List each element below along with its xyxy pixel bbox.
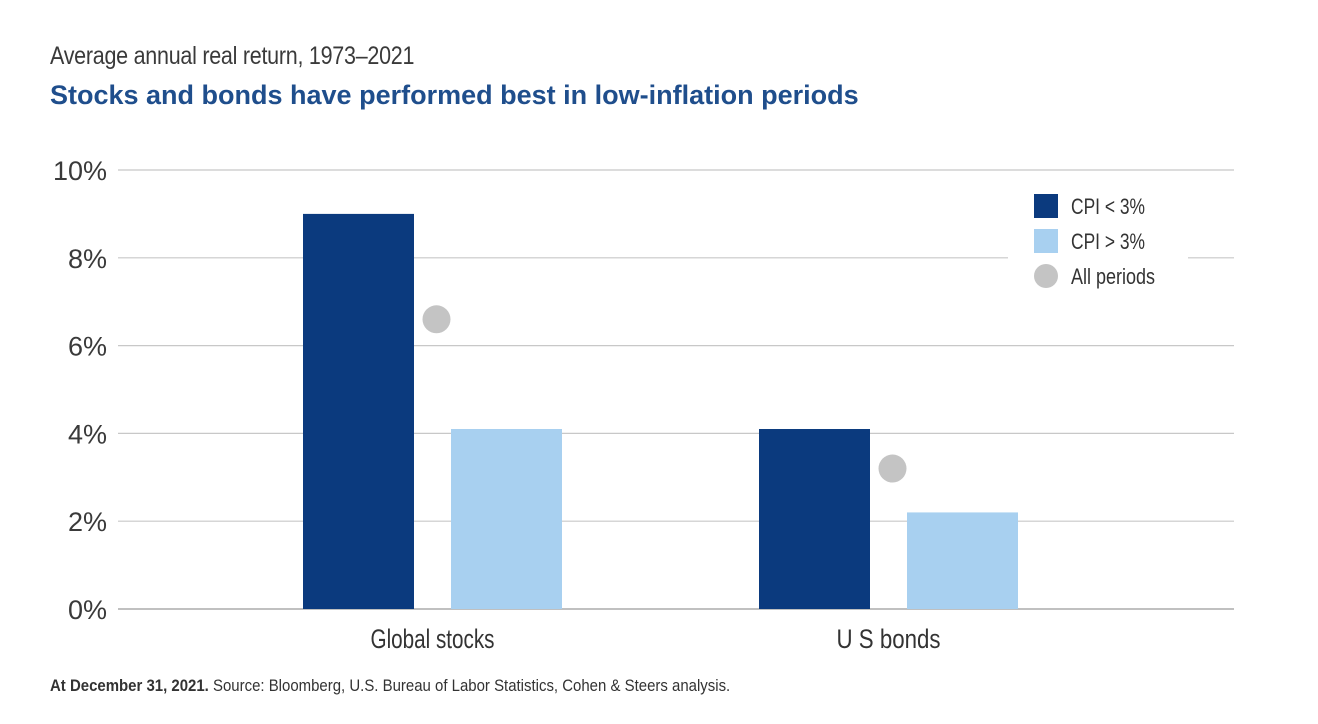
bar-0-1 — [451, 429, 562, 609]
chart-title: Average annual real return, 1973–2021 — [50, 42, 415, 70]
bar-0-0 — [303, 213, 414, 609]
y-tick-label: 0% — [68, 595, 107, 625]
bars — [303, 213, 1018, 609]
y-tick-label: 2% — [68, 507, 107, 537]
footnote: At December 31, 2021. Source: Bloomberg,… — [50, 676, 730, 696]
markers — [422, 305, 907, 483]
y-tick-label: 4% — [68, 419, 107, 449]
legend-label-0: CPI < 3% — [1071, 194, 1145, 219]
y-tick-label: 10% — [53, 156, 107, 186]
bar-1-1 — [907, 512, 1018, 609]
legend-swatch-2 — [1034, 264, 1058, 288]
y-axis-ticks: 0% 2% 4% 6% 8% 10% — [53, 156, 107, 625]
legend-label-2: All periods — [1071, 264, 1155, 289]
y-tick-label: 8% — [68, 244, 107, 274]
marker-all-periods-0 — [422, 305, 451, 334]
chart-subtitle: Stocks and bonds have performed best in … — [50, 80, 859, 110]
y-tick-label: 6% — [68, 332, 107, 362]
legend-label-1: CPI > 3% — [1071, 229, 1145, 254]
legend-swatch-1 — [1034, 229, 1058, 253]
bar-chart: 0% 2% 4% 6% 8% 10% Global stocks U S bonds CPI… — [53, 156, 1234, 654]
x-tick-label: Global stocks — [371, 624, 495, 654]
marker-all-periods-1 — [878, 454, 907, 483]
x-axis-ticks: Global stocks U S bonds — [371, 624, 941, 654]
x-tick-label: U S bonds — [837, 624, 941, 654]
legend-swatch-0 — [1034, 194, 1058, 218]
bar-1-0 — [759, 429, 870, 609]
legend: CPI < 3% CPI > 3% All periods — [1008, 183, 1188, 303]
footnote-source: Source: Bloomberg, U.S. Bureau of Labor … — [208, 676, 731, 695]
footnote-date: At December 31, 2021. — [50, 676, 209, 695]
